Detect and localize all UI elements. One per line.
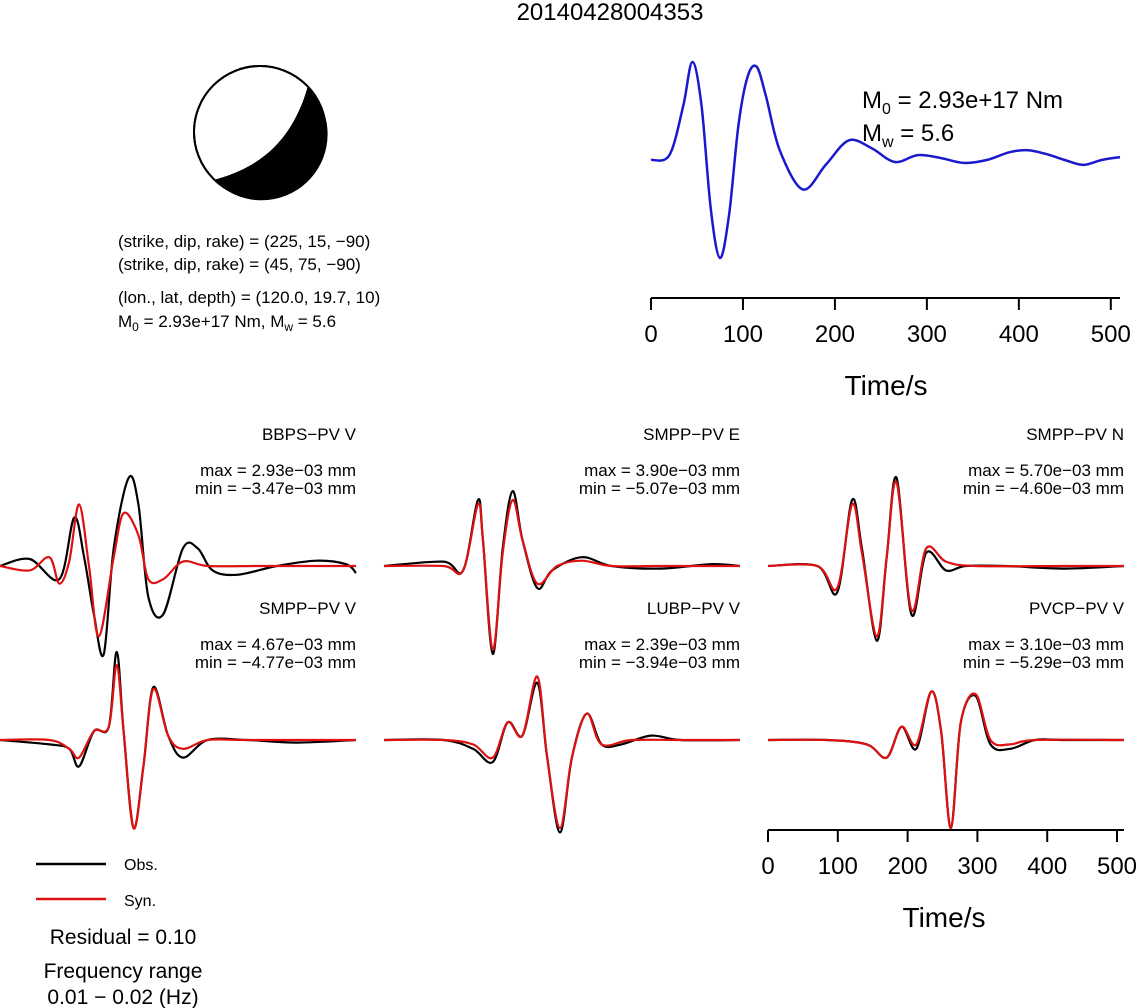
source-time-function-panel: 0 100 200 300 400 500	[644, 60, 1131, 348]
stf-xaxis-tick-label: 0	[644, 321, 657, 348]
waveform-xaxis-tick-label: 100	[818, 853, 858, 880]
station-min: min = −5.07e−03 mm	[579, 479, 740, 498]
station-label: PVCP−PV V	[1029, 599, 1125, 618]
legend-syn-label: Syn.	[124, 893, 156, 910]
legend: Obs. Syn.	[36, 857, 158, 910]
obs-trace	[383, 490, 741, 656]
mechanism-plane1: (strike, dip, rake) = (225, 15, −90)	[118, 232, 370, 251]
station-label: LUBP−PV V	[647, 599, 741, 618]
syn-trace	[767, 480, 1124, 638]
station-label: SMPP−PV V	[259, 599, 357, 618]
syn-trace	[383, 498, 740, 651]
station-min: min = −3.47e−03 mm	[195, 479, 356, 498]
station-max: max = 3.10e−03 mm	[968, 635, 1124, 654]
stf-xaxis-tick-label: 100	[723, 321, 763, 348]
waveform-xaxis-label: Time/s	[903, 902, 986, 933]
station-label: SMPP−PV E	[643, 425, 740, 444]
frequency-range-title: Frequency range	[44, 960, 203, 983]
syn-trace	[767, 690, 1125, 830]
station-max: max = 2.93e−03 mm	[200, 461, 356, 480]
obs-trace	[383, 681, 741, 834]
station-min: min = −4.77e−03 mm	[195, 653, 356, 672]
station-min: min = −5.29e−03 mm	[963, 653, 1124, 672]
figure-title: 20140428004353	[517, 0, 704, 26]
legend-obs-label: Obs.	[124, 857, 158, 874]
station-label: BBPS−PV V	[262, 425, 357, 444]
obs-trace	[767, 690, 1124, 830]
waveform-xaxis-tick-label: 0	[761, 853, 774, 880]
stf-xaxis-tick-label: 500	[1091, 321, 1131, 348]
stf-xaxis-tick-label: 400	[999, 321, 1039, 348]
stf-xaxis-tick-label: 300	[907, 321, 947, 348]
station-max: max = 5.70e−03 mm	[968, 461, 1124, 480]
stf-xaxis-label: Time/s	[845, 370, 928, 401]
stf-xaxis-tick-label: 200	[815, 321, 855, 348]
syn-trace	[383, 675, 740, 830]
mechanism-plane2: (strike, dip, rake) = (45, 75, −90)	[118, 255, 361, 274]
frequency-range-value: 0.01 − 0.02 (Hz)	[47, 986, 198, 1008]
stf-series-line	[650, 60, 1121, 260]
stf-moment-label: M0 = 2.93e+17 Nm	[862, 87, 1063, 118]
syn-trace	[0, 503, 356, 638]
syn-trace	[0, 664, 356, 830]
waveform-xaxis-tick-label: 200	[888, 853, 928, 880]
mechanism-location: (lon., lat, depth) = (120.0, 19.7, 10)	[118, 288, 380, 307]
station-max: max = 3.90e−03 mm	[584, 461, 740, 480]
residual-text: Residual = 0.10	[50, 926, 197, 949]
station-label: SMPP−PV N	[1026, 425, 1124, 444]
waveform-xaxis-tick-label: 500	[1097, 853, 1137, 880]
waveform-xaxis-tick-label: 400	[1027, 853, 1067, 880]
waveform-time-axis: 0 100 200 300 400 500	[761, 829, 1137, 880]
mechanism-moment: M0 = 2.93e+17 Nm, Mw = 5.6	[118, 312, 336, 334]
station-max: max = 2.39e−03 mm	[584, 635, 740, 654]
station-min: min = −4.60e−03 mm	[963, 479, 1124, 498]
waveform-xaxis-tick-label: 300	[957, 853, 997, 880]
focal-mechanism-beachball	[193, 65, 328, 201]
station-min: min = −3.94e−03 mm	[579, 653, 740, 672]
station-max: max = 4.67e−03 mm	[200, 635, 356, 654]
stf-magnitude-label: Mw = 5.6	[862, 120, 954, 151]
